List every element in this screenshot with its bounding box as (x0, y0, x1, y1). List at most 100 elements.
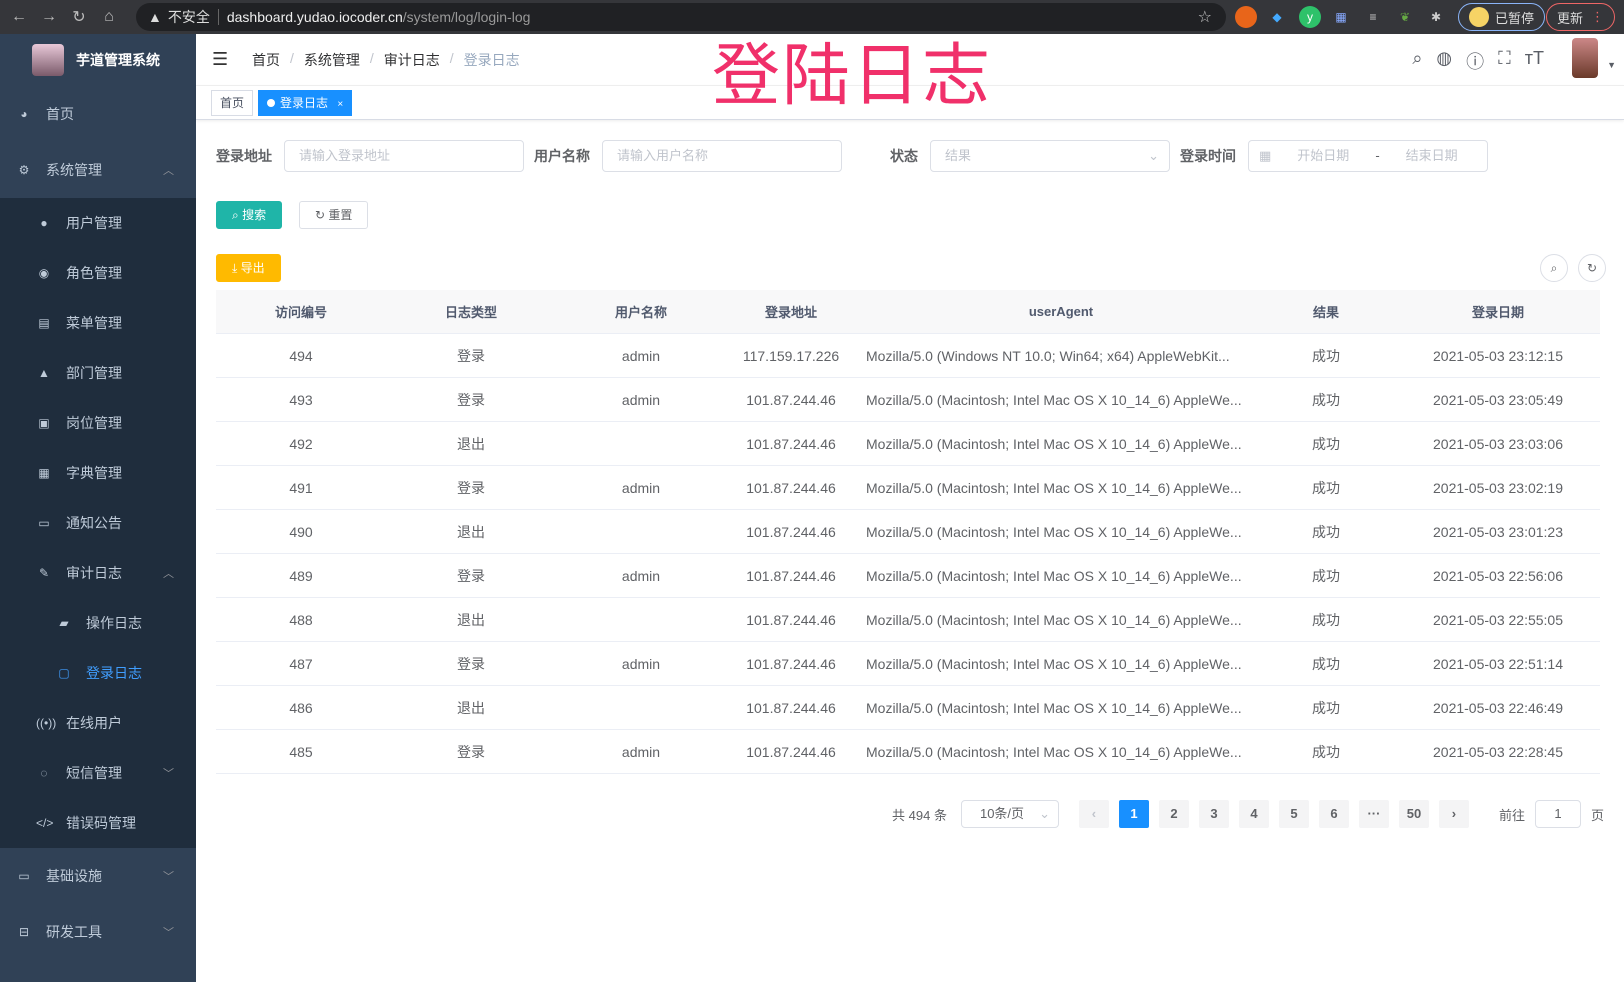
app-logo[interactable]: 芋道管理系统 (0, 34, 196, 86)
sidebar-item-user[interactable]: ● 用户管理 (0, 198, 196, 248)
sidebar-item-role[interactable]: ◉ 角色管理 (0, 248, 196, 298)
sidebar-item-menu[interactable]: ▤ 菜单管理 (0, 298, 196, 348)
sidebar-item-sms[interactable]: ◌ 短信管理 ﹀ (0, 748, 196, 798)
page-button[interactable]: 50 (1398, 800, 1429, 828)
fullscreen-icon[interactable]: ⛶ (1498, 48, 1511, 68)
page-button[interactable]: 5 (1278, 800, 1309, 828)
reset-button[interactable]: ↻ 重置 (299, 201, 369, 229)
page-button[interactable]: ··· (1358, 800, 1389, 828)
watermark-title: 登陆日志 (712, 38, 993, 114)
refresh-table-icon[interactable]: ↻ (1578, 254, 1606, 282)
table-cell: 101.87.244.46 (746, 523, 836, 540)
table-cell: 成功 (1312, 655, 1340, 672)
sidebar-item-system[interactable]: ⚙ 系统管理 ︿ (0, 142, 196, 198)
sidebar-item-audit[interactable]: ✎ 审计日志 ︿ (0, 548, 196, 598)
reload-icon[interactable]: ↻ (72, 9, 86, 26)
home-icon[interactable]: ⌂ (104, 8, 114, 25)
tab-login-log[interactable]: 登录日志 × (258, 89, 353, 116)
search-icon[interactable]: ⌕ (1412, 48, 1423, 68)
menu-dots-icon: ⋮ (1591, 9, 1605, 24)
download-icon: ⤓ (232, 261, 241, 275)
address-input[interactable]: 请输入登录地址 (284, 140, 524, 172)
avatar[interactable] (1572, 38, 1598, 78)
sidebar-item-errcode[interactable]: </> 错误码管理 (0, 798, 196, 848)
table-row: 487 登录 admin 101.87.244.46 Mozilla/5.0 (Maci… (216, 642, 1600, 686)
next-page-button[interactable]: › (1438, 800, 1469, 828)
toggle-search-icon[interactable]: ⌕ (1540, 254, 1568, 282)
back-icon[interactable]: ← (11, 8, 27, 25)
extension-icon[interactable] (1235, 6, 1257, 28)
export-button[interactable]: ⤓ 导出 (216, 254, 281, 282)
goto-label: 前往 (1498, 807, 1525, 823)
tree-table-icon: ▤ (38, 316, 50, 330)
page-button[interactable]: 2 (1158, 800, 1189, 828)
table-cell: 488 (289, 611, 313, 628)
breadcrumb-home[interactable]: 首页 (252, 51, 280, 68)
tab-home[interactable]: 首页 (211, 89, 254, 116)
update-button[interactable]: 更新 ⋮ (1546, 3, 1616, 31)
audit-submenu: ▰ 操作日志 ▢ 登录日志 (0, 598, 196, 698)
table-cell: 2021-05-03 23:02:19 (1433, 479, 1563, 496)
status-select[interactable]: 结果 ⌄ (930, 140, 1170, 172)
table-cell: 成功 (1312, 567, 1340, 584)
extension-diamond-icon[interactable]: ◆ (1272, 10, 1282, 24)
sidebar-item-devtools[interactable]: ⊟ 研发工具 ﹀ (0, 904, 196, 960)
end-date[interactable]: 结束日期 (1405, 148, 1458, 163)
extension-y-icon[interactable]: y (1299, 6, 1321, 28)
date-range-picker[interactable]: ▦ 开始日期 - 结束日期 (1248, 140, 1488, 172)
breadcrumb-system[interactable]: 系统管理 (303, 51, 360, 68)
sidebar-item-operate-log[interactable]: ▰ 操作日志 (0, 598, 196, 648)
table-row: 485 登录 admin 101.87.244.46 Mozilla/5.0 (Maci… (216, 730, 1600, 774)
prev-page-button[interactable]: ‹ (1078, 800, 1109, 828)
table-row: 489 登录 admin 101.87.244.46 Mozilla/5.0 (Maci… (216, 554, 1600, 598)
close-icon[interactable]: × (337, 98, 344, 110)
sidebar-item-dept[interactable]: ▲ 部门管理 (0, 348, 196, 398)
page-button[interactable]: 4 (1238, 800, 1269, 828)
sidebar-item-online[interactable]: ((•)) 在线用户 (0, 698, 196, 748)
address-bar[interactable]: ▲ 不安全 dashboard.yudao.iocoder.cn/system/… (136, 3, 1226, 31)
extension-leaf-icon[interactable]: ❦ (1399, 10, 1411, 24)
font-size-icon[interactable]: ᴛT (1524, 48, 1544, 68)
table-cell: admin (621, 655, 661, 672)
table-cell: 101.87.244.46 (746, 611, 836, 628)
logo-image (32, 44, 64, 76)
username-input[interactable]: 请输入用户名称 (602, 140, 842, 172)
bookmark-star-icon[interactable]: ☆ (1197, 9, 1212, 26)
chevron-down-icon: ﹀ (163, 768, 174, 780)
profile-button[interactable]: 已暂停 (1458, 3, 1546, 31)
url-path: /system/log/login-log (402, 9, 531, 25)
login-log-table: 访问编号 日志类型 用户名称 登录地址 userAgent 结果 登录日期 49… (216, 290, 1600, 774)
sidebar-item-post[interactable]: ▣ 岗位管理 (0, 398, 196, 448)
label: 重置 (328, 208, 353, 222)
page-size-select[interactable]: 10条/页 ⌄ (960, 800, 1059, 828)
table-cell: Mozilla/5.0 (Macintosh; Intel Mac OS X 1… (866, 611, 1242, 628)
caret-down-icon[interactable]: ▼ (1607, 60, 1616, 70)
start-date[interactable]: 开始日期 (1297, 148, 1350, 163)
sidebar-item-infra[interactable]: ▭ 基础设施 ﹀ (0, 848, 196, 904)
sidebar-item-notice[interactable]: ▭ 通知公告 (0, 498, 196, 548)
table-cell: 2021-05-03 23:05:49 (1433, 391, 1563, 408)
breadcrumb-audit[interactable]: 审计日志 (383, 51, 440, 68)
label: 操作日志 (86, 615, 142, 631)
table-cell: 成功 (1312, 435, 1340, 452)
page-button[interactable]: 1 (1118, 800, 1149, 828)
goto-page-input[interactable]: 1 (1534, 800, 1581, 828)
page-button[interactable]: 6 (1318, 800, 1349, 828)
sidebar-item-dict[interactable]: ▦ 字典管理 (0, 448, 196, 498)
label: 短信管理 (66, 765, 122, 781)
hamburger-icon[interactable]: ☰ (212, 49, 229, 69)
search-button[interactable]: ⌕ 搜索 (216, 201, 283, 229)
page-button[interactable]: 3 (1198, 800, 1229, 828)
profile-label: 已暂停 (1495, 10, 1535, 26)
forward-icon[interactable]: → (41, 8, 57, 25)
extension-grid-icon[interactable]: ▦ (1335, 10, 1347, 24)
table-row: 490 退出 101.87.244.46 Mozilla/5.0 (Macintosh… (216, 510, 1600, 554)
extensions-puzzle-icon[interactable]: ✱ (1430, 10, 1442, 24)
user-icon: ● (40, 216, 48, 230)
extension-list-icon[interactable]: ≡ (1369, 10, 1377, 24)
sidebar-item-login-log[interactable]: ▢ 登录日志 (0, 648, 196, 698)
github-icon[interactable]: ◍ (1436, 48, 1453, 68)
help-icon[interactable]: ⓘ (1466, 52, 1485, 72)
sidebar-item-home[interactable]: ◕ 首页 (0, 86, 196, 142)
calendar-icon: ▦ (1259, 148, 1272, 163)
